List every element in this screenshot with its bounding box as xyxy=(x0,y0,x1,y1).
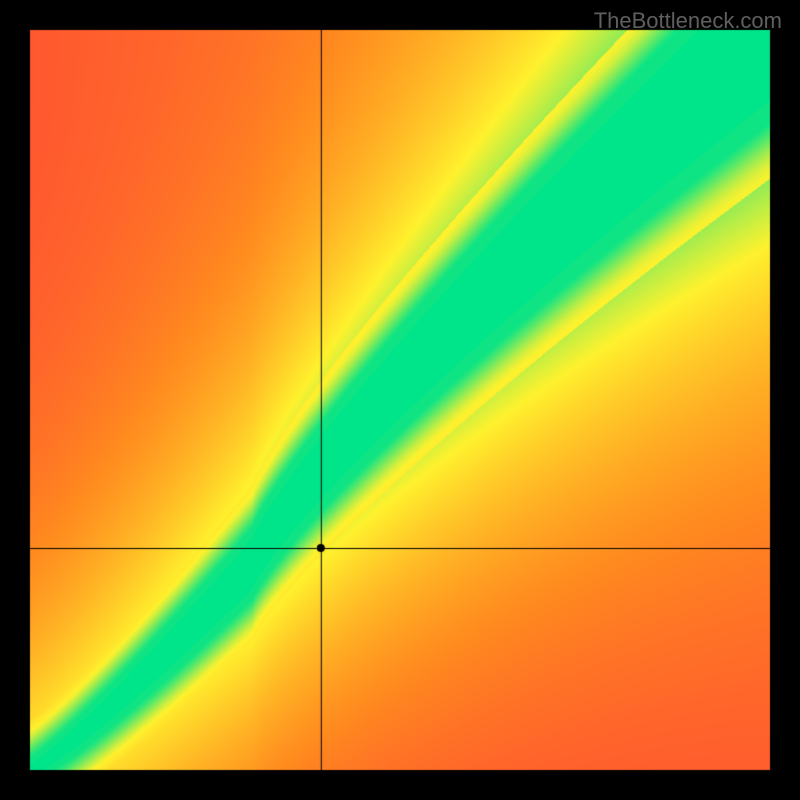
chart-container: TheBottleneck.com xyxy=(0,0,800,800)
watermark-text: TheBottleneck.com xyxy=(594,8,782,34)
heatmap-canvas xyxy=(0,0,800,800)
